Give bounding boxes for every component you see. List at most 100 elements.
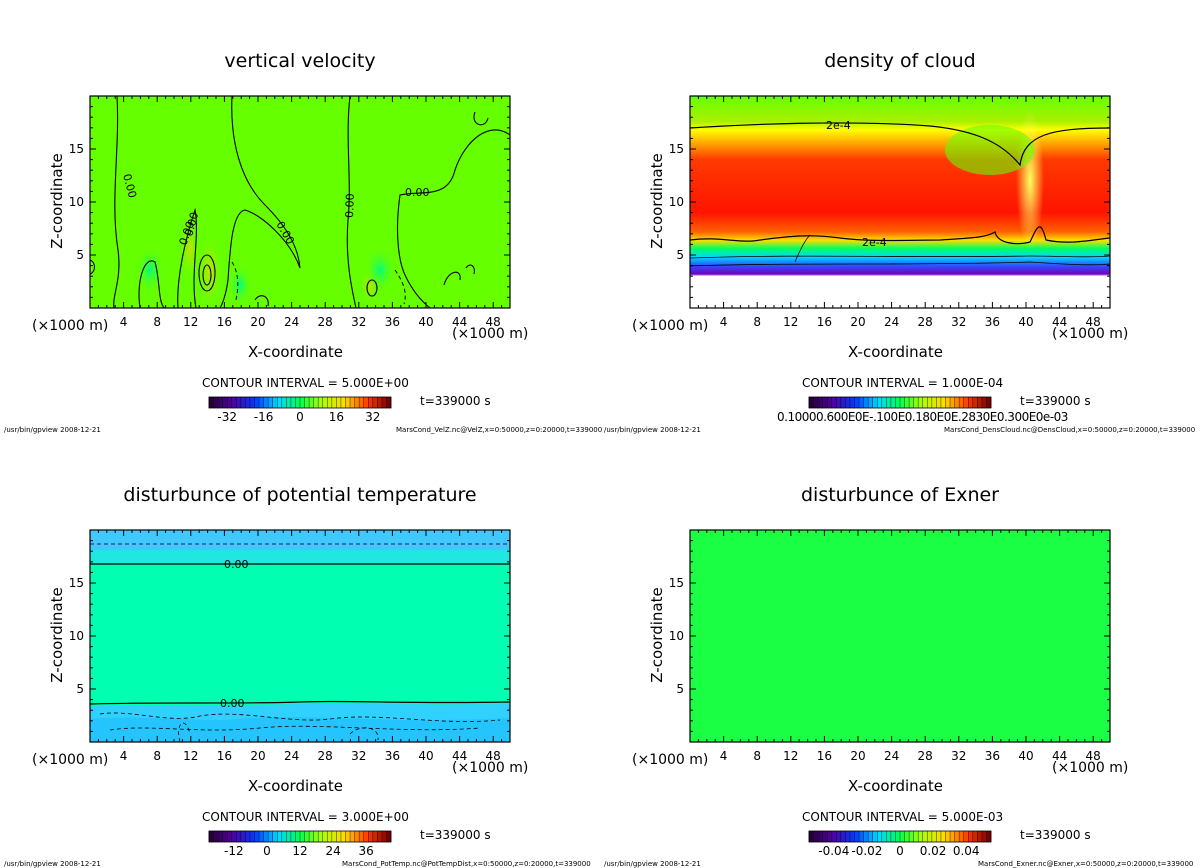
x-unit-left: (×1000 m) <box>632 318 709 334</box>
colorbar-swatch <box>340 397 346 408</box>
colorbar <box>808 396 992 409</box>
contour-label: 0.00 <box>120 172 139 199</box>
colorbar-swatch <box>222 397 228 408</box>
y-tick-label: 15 <box>69 142 84 156</box>
time-stamp: t=339000 s <box>1020 394 1091 408</box>
x-tick-label: 28 <box>318 749 333 763</box>
colorbar-tick-labels: 0.10000.600E0E-.100E0.180E0E.2830E0.300E… <box>777 410 1068 424</box>
colorbar-swatch <box>281 397 287 408</box>
colorbar-swatch <box>377 831 383 842</box>
contour-label-group: 2e-4 2e-4 <box>826 119 887 249</box>
panel-vertical-velocity: vertical velocity <box>0 0 602 434</box>
x-tick-label: 36 <box>385 315 400 329</box>
colorbar-swatch <box>909 831 914 842</box>
colorbar-swatch <box>254 397 260 408</box>
colorbar-swatch <box>331 397 337 408</box>
colorbar-swatch <box>222 831 228 842</box>
colorbar-swatch <box>295 831 301 842</box>
x-tick-label: 8 <box>153 315 161 329</box>
colorbar-tick-label: 0.02 <box>920 844 947 858</box>
y-tick-label: 5 <box>676 682 684 696</box>
colorbar-swatch <box>927 397 933 408</box>
contour-interval: CONTOUR INTERVAL = 5.000E-03 <box>802 810 1004 824</box>
colorbar-swatch <box>904 831 910 842</box>
colorbar-swatch <box>368 397 374 408</box>
colorbar-swatch <box>249 397 255 408</box>
colorbar-swatch <box>350 831 355 842</box>
x-tick-label: 48 <box>1086 315 1101 329</box>
contour-interval: CONTOUR INTERVAL = 5.000E+00 <box>202 376 409 390</box>
colorbar-swatch <box>849 831 855 842</box>
footer-left: /usr/bin/gpview 2008-12-21 <box>604 426 701 434</box>
plot-area <box>689 96 1111 308</box>
x-tick-label: 12 <box>183 315 198 329</box>
colorbar-swatch <box>295 397 301 408</box>
colorbar-swatch <box>854 831 860 842</box>
colorbar-swatch <box>254 831 260 842</box>
colorbar-swatch <box>272 831 278 842</box>
x-tick-label: 4 <box>120 315 128 329</box>
colorbar-swatch <box>313 397 319 408</box>
colorbar-swatch <box>854 397 860 408</box>
time-stamp: t=339000 s <box>420 394 491 408</box>
colorbar-swatch <box>863 397 869 408</box>
colorbar-swatch <box>277 397 283 408</box>
colorbar-swatch <box>209 397 214 408</box>
colorbar-swatch <box>881 397 887 408</box>
footer-right: MarsCond_DensCloud.nc@DensCloud,x=0:5000… <box>944 426 1196 434</box>
x-unit-right: (×1000 m) <box>452 760 529 776</box>
panel-exner: disturbunce of Exner 4 8 12 16 20 24 28 32 36 40 4… <box>600 434 1200 868</box>
colorbar-swatch <box>231 397 237 408</box>
colorbar-swatch <box>822 831 828 842</box>
colorbar-swatch <box>895 397 901 408</box>
colorbar-swatch <box>290 397 296 408</box>
colorbar-swatch <box>909 397 914 408</box>
colorbar-swatch <box>327 397 333 408</box>
colorbar-swatch <box>300 397 305 408</box>
colorbar-swatch <box>277 831 283 842</box>
contour-interval: CONTOUR INTERVAL = 3.000E+00 <box>202 810 409 824</box>
contour-label: 0.00 <box>220 697 245 710</box>
colorbar-swatch <box>840 831 846 842</box>
colorbar-swatch <box>327 831 333 842</box>
colorbar-swatch <box>290 831 296 842</box>
x-tick-label: 4 <box>120 749 128 763</box>
contour-label: 2e-4 <box>826 119 851 132</box>
x-tick-label: 20 <box>850 315 865 329</box>
colorbar-swatch <box>963 831 969 842</box>
y-tick-label: 10 <box>669 195 684 209</box>
y-tick-label: 10 <box>69 629 84 643</box>
contour-interval: CONTOUR INTERVAL = 1.000E-04 <box>802 376 1004 390</box>
colorbar-swatch <box>227 831 233 842</box>
colorbar-swatch <box>363 831 369 842</box>
colorbar-swatch <box>218 397 223 408</box>
x-tick-label: 48 <box>1086 749 1101 763</box>
x-unit-left: (×1000 m) <box>32 318 109 334</box>
y-tick-label: 10 <box>669 629 684 643</box>
colorbar-swatch <box>354 397 360 408</box>
colorbar-swatch <box>340 831 346 842</box>
colorbar-swatch <box>268 397 273 408</box>
colorbar-swatch <box>904 397 910 408</box>
chart-title: density of cloud <box>824 50 976 72</box>
colorbar-swatch <box>268 831 273 842</box>
plot-area <box>89 530 511 743</box>
colorbar-swatch <box>849 397 855 408</box>
colorbar-swatch <box>236 831 242 842</box>
time-stamp: t=339000 s <box>420 828 491 842</box>
colorbar-swatch <box>900 831 905 842</box>
x-tick-label: 32 <box>951 315 966 329</box>
colorbar-swatch <box>209 831 214 842</box>
x-tick-label: 36 <box>985 749 1000 763</box>
colorbar-swatch <box>318 831 324 842</box>
colorbar-swatch <box>245 397 251 408</box>
x-tick-label: 12 <box>183 749 198 763</box>
x-tick-label: 16 <box>217 749 232 763</box>
x-tick-label: 36 <box>385 749 400 763</box>
colorbar-swatch <box>827 831 833 842</box>
colorbar-swatch <box>950 397 955 408</box>
colorbar-swatch <box>986 397 992 408</box>
x-tick-label: 28 <box>918 749 933 763</box>
colorbar-swatch <box>968 397 974 408</box>
